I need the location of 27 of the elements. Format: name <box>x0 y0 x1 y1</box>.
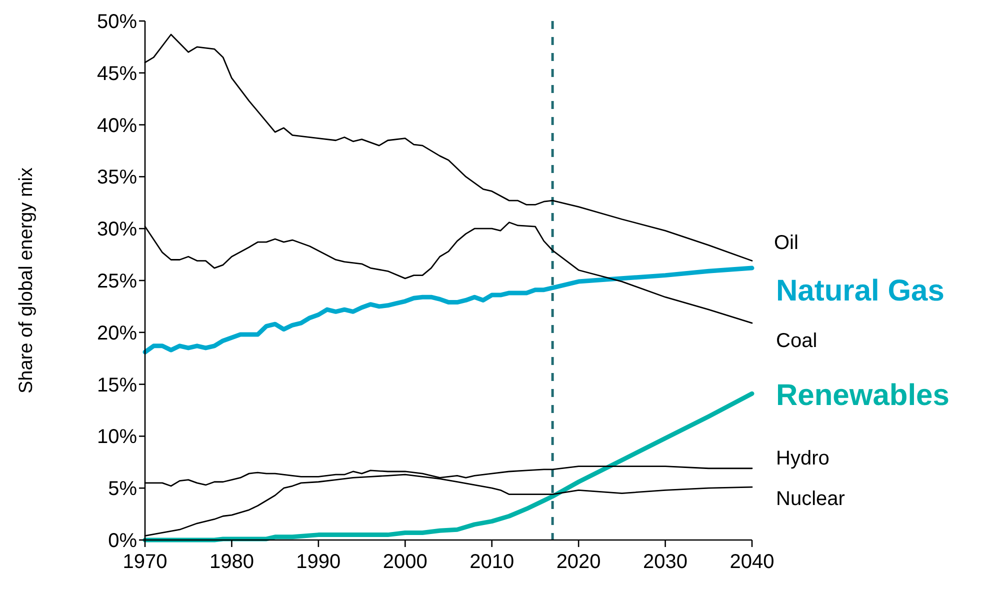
x-tick-label: 2010 <box>470 551 514 573</box>
y-tick-label: 40% <box>96 114 138 137</box>
x-tick-label: 1970 <box>122 551 168 573</box>
x-tick-label: 1980 <box>209 551 254 573</box>
y-tick-label: 10% <box>96 426 138 448</box>
y-tick-label: 50% <box>96 11 138 33</box>
line-series <box>142 266 754 354</box>
x-tick-label: 2000 <box>382 551 428 573</box>
y-tick-label: 25% <box>96 270 138 292</box>
y-tick-label: 30% <box>96 218 138 241</box>
series-label: Hydro <box>776 447 830 470</box>
y-tick-label: 5% <box>108 478 138 500</box>
x-tick-label: 2020 <box>556 551 601 573</box>
y-tick-label: 35% <box>96 166 138 189</box>
series-label: Nuclear <box>776 488 846 510</box>
y-tick-label: 20% <box>96 322 138 344</box>
series-label: Oil <box>774 232 798 254</box>
series-label: Renewables <box>776 379 950 412</box>
series-label: Natural Gas <box>776 274 944 308</box>
y-tick-label: 0% <box>108 530 138 552</box>
x-tick-label: 2040 <box>730 551 774 573</box>
series-label: Coal <box>776 330 818 352</box>
x-tick-label: 2030 <box>643 551 688 573</box>
y-tick-label: 45% <box>96 62 138 85</box>
y-axis-title: Share of global energy mix <box>16 166 37 394</box>
y-tick-label: 15% <box>96 374 138 396</box>
x-tick-label: 1990 <box>296 551 341 573</box>
